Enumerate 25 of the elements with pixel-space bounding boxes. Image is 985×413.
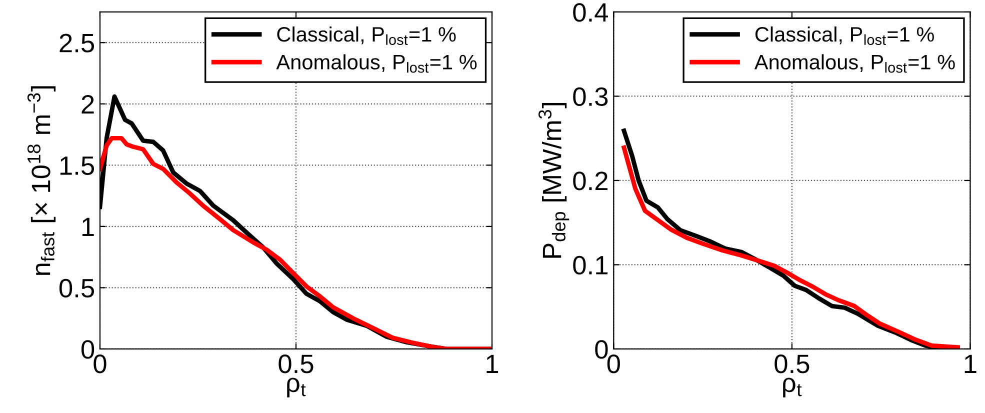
y-tick-label: 1 bbox=[82, 218, 94, 236]
x-tick-label: 0.5 bbox=[278, 354, 314, 374]
y-axis-title: n$_{fast}$ [× 10$^{18}$ m$^{−3}$] bbox=[27, 86, 56, 275]
x-tick-label: 1 bbox=[964, 354, 976, 373]
y-tick-label: 0.3 bbox=[573, 87, 608, 106]
x-axis-title: ρ$_{t}$ bbox=[783, 378, 802, 398]
x-tick-label: 1 bbox=[486, 354, 498, 373]
legend-label: Anomalous, P$_{lost}$=1 % bbox=[276, 54, 477, 73]
y-tick-label: 0.1 bbox=[573, 256, 608, 275]
y-tick-label: 2.5 bbox=[60, 34, 94, 52]
x-tick-label: 0 bbox=[607, 354, 620, 374]
y-tick-label: 2 bbox=[82, 95, 94, 114]
x-axis-title: ρ$_{t}$ bbox=[287, 378, 306, 398]
y-tick-label: 0 bbox=[81, 340, 94, 359]
y-tick-label: 0 bbox=[595, 340, 608, 359]
y-tick-label: 0.5 bbox=[59, 278, 94, 298]
legend-label: Classical, P$_{lost}$=1 % bbox=[277, 26, 456, 45]
x-tick-label: 0.5 bbox=[774, 354, 810, 374]
y-tick-label: 1.5 bbox=[60, 156, 94, 175]
y-tick-label: 0.2 bbox=[573, 172, 608, 190]
y-tick-label: 0.4 bbox=[573, 3, 608, 22]
x-tick-label: 0 bbox=[94, 354, 106, 374]
legend-label: Classical, P$_{lost}$=1 % bbox=[755, 26, 934, 45]
y-axis-title: P$_{dep}$ [MW/m$^{3}$] bbox=[538, 103, 570, 258]
legend-label: Anomalous, P$_{lost}$=1 % bbox=[754, 54, 955, 73]
